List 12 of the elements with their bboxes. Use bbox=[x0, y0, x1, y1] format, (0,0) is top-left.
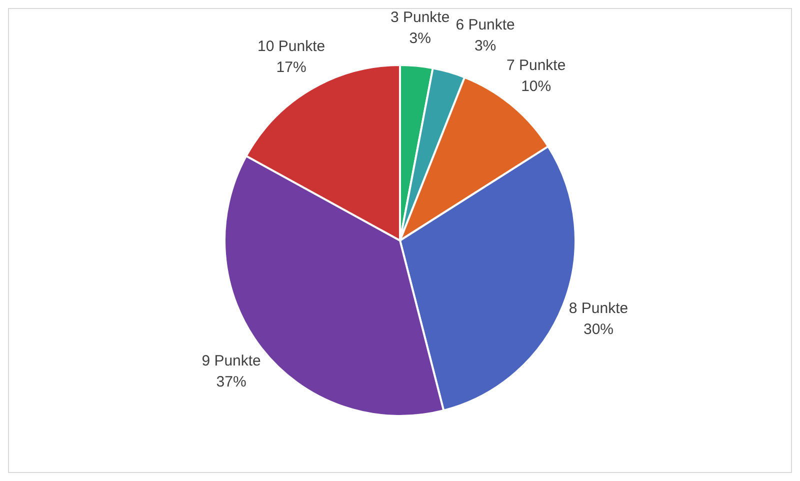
slice-label: 8 Punkte bbox=[568, 300, 628, 318]
slice-label: 10 Punkte bbox=[258, 38, 326, 55]
slice-label: 7 Punkte bbox=[506, 57, 566, 74]
data-label: 3% bbox=[409, 30, 431, 48]
slice-label: 9 Punkte bbox=[202, 352, 261, 370]
data-label: 30% bbox=[583, 321, 614, 338]
data-label: 10% bbox=[521, 78, 552, 96]
data-label: 17% bbox=[276, 58, 306, 76]
data-label: 3% bbox=[474, 38, 496, 55]
slice-label: 3 Punkte bbox=[390, 9, 450, 26]
data-label: 37% bbox=[216, 373, 246, 390]
slice-label: 6 Punkte bbox=[456, 16, 515, 34]
